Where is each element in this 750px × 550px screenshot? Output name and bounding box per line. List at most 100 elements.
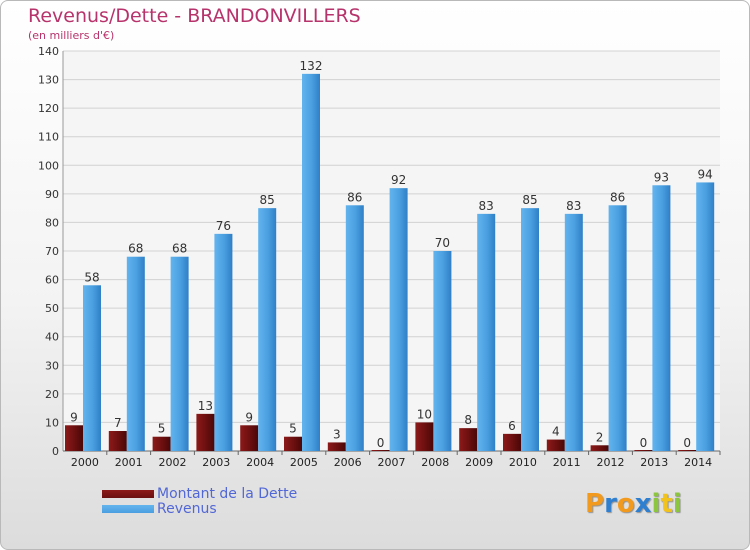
bar-revenus <box>696 182 715 451</box>
data-label: 9 <box>245 410 253 424</box>
data-label: 93 <box>654 170 669 184</box>
bar-revenus <box>433 251 452 451</box>
bar-revenus <box>258 208 277 451</box>
data-label: 58 <box>84 270 99 284</box>
y-tick-label: 140 <box>38 45 59 58</box>
bar-dette <box>327 442 346 451</box>
bar-dette <box>590 445 609 451</box>
bar-dette <box>196 413 215 451</box>
data-label: 8 <box>464 413 472 427</box>
data-label: 7 <box>114 416 122 430</box>
data-label: 3 <box>333 427 341 441</box>
y-tick-label: 130 <box>38 74 59 87</box>
x-tick-label: 2010 <box>509 456 537 469</box>
logo-letter: r <box>604 489 617 519</box>
y-tick-label: 0 <box>52 445 59 458</box>
bar-dette <box>503 433 521 451</box>
x-tick-label: 2003 <box>202 456 230 469</box>
bar-revenus <box>302 73 320 451</box>
bar-revenus <box>83 285 101 451</box>
bar-dette <box>240 425 259 451</box>
logo-letter: P <box>585 489 605 519</box>
y-tick-label: 100 <box>38 159 59 172</box>
bar-dette <box>678 450 697 451</box>
bar-revenus <box>170 256 189 451</box>
data-label: 13 <box>198 399 213 413</box>
logo-letter: o <box>616 489 635 519</box>
bar-dette <box>634 450 653 451</box>
logo-letter: t <box>660 489 673 519</box>
x-tick-label: 2008 <box>421 456 449 469</box>
data-label: 6 <box>508 419 516 433</box>
x-tick-label: 2005 <box>290 456 318 469</box>
bar-revenus <box>564 213 583 451</box>
y-tick-label: 20 <box>45 388 59 401</box>
data-label: 76 <box>216 219 231 233</box>
y-tick-label: 110 <box>38 131 59 144</box>
data-label: 68 <box>128 242 143 256</box>
y-tick-label: 10 <box>45 416 59 429</box>
bar-dette <box>371 450 390 451</box>
x-tick-label: 2013 <box>640 456 668 469</box>
bar-dette <box>546 439 565 451</box>
bar-dette <box>108 431 127 451</box>
bar-dette <box>65 425 83 451</box>
x-tick-label: 2000 <box>71 456 99 469</box>
data-label: 83 <box>479 199 494 213</box>
logo-letter: x <box>634 489 652 519</box>
y-tick-label: 50 <box>45 302 59 315</box>
y-tick-label: 30 <box>45 359 59 372</box>
data-label: 94 <box>698 167 713 181</box>
data-label: 2 <box>596 430 604 444</box>
data-label: 9 <box>70 410 78 424</box>
bar-revenus <box>126 256 145 451</box>
data-label: 85 <box>522 193 537 207</box>
y-tick-label: 60 <box>45 274 59 287</box>
data-label: 70 <box>435 236 450 250</box>
legend-swatch-revenus <box>102 505 154 513</box>
x-tick-label: 2009 <box>465 456 493 469</box>
x-tick-label: 2006 <box>334 456 362 469</box>
chart-title: Revenus/Dette - BRANDONVILLERS <box>28 5 361 27</box>
bar-revenus <box>608 205 627 451</box>
x-tick-label: 2014 <box>684 456 712 469</box>
chart-subtitle: (en milliers d'€) <box>28 29 115 42</box>
data-label: 5 <box>289 422 297 436</box>
x-tick-label: 2011 <box>553 456 581 469</box>
x-tick-label: 2012 <box>597 456 625 469</box>
x-tick-label: 2007 <box>378 456 406 469</box>
logo-letter: i <box>672 489 682 519</box>
y-tick-label: 70 <box>45 245 59 258</box>
data-label: 0 <box>640 436 648 450</box>
legend-label-dette: Montant de la Dette <box>157 486 298 502</box>
data-label: 85 <box>260 193 275 207</box>
data-label: 68 <box>172 242 187 256</box>
data-label: 0 <box>683 436 691 450</box>
bar-revenus <box>652 185 671 452</box>
y-tick-label: 80 <box>45 216 59 229</box>
data-label: 86 <box>347 190 362 204</box>
y-tick-label: 90 <box>45 188 59 201</box>
data-label: 0 <box>377 436 385 450</box>
bar-revenus <box>214 233 233 451</box>
data-label: 5 <box>158 422 166 436</box>
x-tick-label: 2001 <box>115 456 143 469</box>
bar-dette <box>152 436 171 451</box>
data-label: 92 <box>391 173 406 187</box>
bar-dette <box>459 428 478 451</box>
data-label: 132 <box>300 59 323 73</box>
data-label: 4 <box>552 425 560 439</box>
bar-revenus <box>345 205 364 451</box>
data-label: 83 <box>566 199 581 213</box>
data-label: 86 <box>610 190 625 204</box>
data-label: 10 <box>417 407 432 421</box>
proxiti-logo: Proxiti <box>585 489 682 519</box>
bar-revenus <box>521 208 539 451</box>
bar-revenus <box>477 213 496 451</box>
bar-dette <box>415 422 434 451</box>
y-tick-label: 120 <box>38 102 59 115</box>
legend-swatch-dette <box>102 490 154 498</box>
logo-letter: i <box>651 489 661 519</box>
